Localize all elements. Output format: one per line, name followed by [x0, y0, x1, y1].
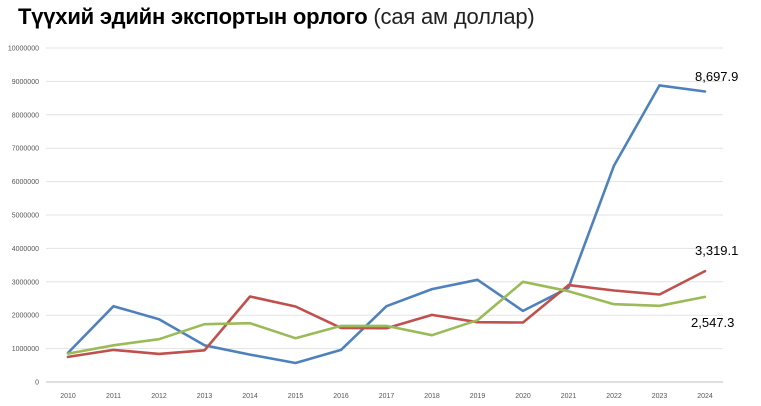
y-tick-label-8: 8000000: [12, 112, 39, 119]
series-line-blue: [66, 84, 707, 365]
x-tick-label-2013: 2013: [197, 393, 213, 400]
y-tick-label-9: 9000000: [12, 79, 39, 86]
y-tick-label-1: 1000000: [12, 346, 39, 353]
y-tick-label-10: 10000000: [8, 46, 39, 53]
x-tick-label-2023: 2023: [652, 393, 668, 400]
x-tick-label-2020: 2020: [515, 393, 531, 400]
series-line-green: [66, 280, 707, 355]
y-tick-label-3: 3000000: [12, 279, 39, 286]
chart-title: Түүхий эдийн экспортын орлого (сая ам до…: [18, 4, 535, 30]
annotation-red: 3,319.1: [695, 243, 738, 258]
x-tick-label-2016: 2016: [333, 393, 349, 400]
x-tick-label-2018: 2018: [424, 393, 440, 400]
chart-title-main: Түүхий эдийн экспортын орлого: [18, 4, 368, 29]
x-tick-label-2017: 2017: [379, 393, 395, 400]
x-tick-label-2011: 2011: [106, 393, 121, 400]
annotation-green: 2,547.3: [691, 315, 734, 330]
series-line-red: [66, 269, 707, 359]
y-tick-label-4: 4000000: [12, 246, 39, 253]
x-tick-label-2010: 2010: [60, 393, 76, 400]
x-tick-label-2021: 2021: [561, 393, 577, 400]
x-tick-label-2022: 2022: [606, 393, 622, 400]
x-tick-label-2024: 2024: [697, 393, 713, 400]
x-tick-label-2012: 2012: [151, 393, 167, 400]
y-tick-label-5: 5000000: [12, 213, 39, 220]
y-tick-label-2: 2000000: [12, 313, 39, 320]
annotation-blue: 8,697.9: [695, 69, 738, 84]
x-tick-label-2015: 2015: [288, 393, 304, 400]
y-tick-label-0: 0: [35, 380, 39, 387]
y-tick-label-7: 7000000: [12, 146, 39, 153]
y-tick-label-6: 6000000: [12, 179, 39, 186]
x-tick-label-2019: 2019: [470, 393, 486, 400]
chart-title-unit: (сая ам доллар): [373, 4, 535, 29]
x-tick-label-2014: 2014: [242, 393, 258, 400]
